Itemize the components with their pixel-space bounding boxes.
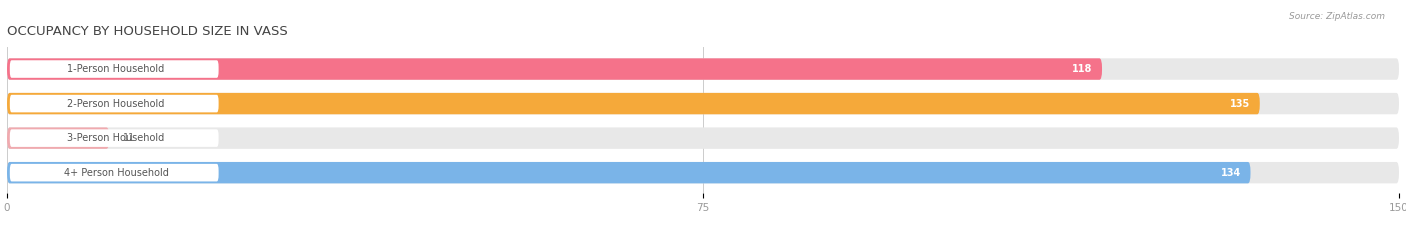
- FancyBboxPatch shape: [7, 127, 1399, 149]
- Text: 135: 135: [1230, 99, 1250, 109]
- Text: 4+ Person Household: 4+ Person Household: [63, 168, 169, 178]
- Text: Source: ZipAtlas.com: Source: ZipAtlas.com: [1289, 12, 1385, 21]
- FancyBboxPatch shape: [7, 93, 1399, 114]
- Text: 1-Person Household: 1-Person Household: [67, 64, 165, 74]
- FancyBboxPatch shape: [10, 95, 218, 112]
- FancyBboxPatch shape: [7, 93, 1260, 114]
- FancyBboxPatch shape: [10, 129, 218, 147]
- FancyBboxPatch shape: [7, 127, 110, 149]
- Text: 118: 118: [1073, 64, 1092, 74]
- Text: 3-Person Household: 3-Person Household: [67, 133, 165, 143]
- FancyBboxPatch shape: [7, 58, 1102, 80]
- Text: 2-Person Household: 2-Person Household: [67, 99, 165, 109]
- FancyBboxPatch shape: [10, 164, 218, 182]
- Text: 134: 134: [1220, 168, 1241, 178]
- FancyBboxPatch shape: [7, 162, 1399, 183]
- FancyBboxPatch shape: [7, 162, 1250, 183]
- Text: OCCUPANCY BY HOUSEHOLD SIZE IN VASS: OCCUPANCY BY HOUSEHOLD SIZE IN VASS: [7, 25, 288, 38]
- FancyBboxPatch shape: [10, 60, 218, 78]
- Text: 11: 11: [124, 133, 135, 143]
- FancyBboxPatch shape: [7, 58, 1399, 80]
